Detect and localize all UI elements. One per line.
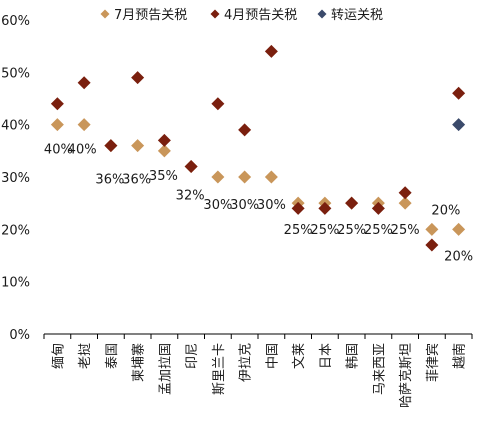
x-category-label: 菲律宾 [425,343,441,382]
point-series-0-1 [77,118,91,132]
x-category-label: 孟加拉国 [158,343,173,395]
point-series-1-2 [104,139,118,153]
y-tick-label: 40% [1,119,30,134]
point-series-0-6 [211,170,225,184]
x-category-label: 中国 [265,343,280,369]
x-category-label: 韩国 [346,343,361,369]
y-tick-label: 20% [1,223,30,238]
point-series-1-5 [184,160,198,174]
x-category-label: 文莱 [292,343,307,369]
point-series-1-10 [318,201,332,215]
y-axis: 0% 10% 20% 30% 40% 50% 60% [1,14,30,343]
point-series-2-15 [452,118,466,132]
point-series-0-4 [157,144,171,158]
point-series-1-14 [425,238,439,252]
legend-marker-2 [317,9,327,19]
data-labels: 40%40%36%36%35%32%30%30%30%25%25%25%25%2… [44,143,473,265]
legend-label-2: 转运关税 [331,8,383,23]
x-category-label: 马来西亚 [372,343,387,395]
data-label: 36% [95,173,124,188]
x-category-label: 泰国 [105,343,120,369]
x-category-label: 日本 [319,343,334,369]
point-series-0-7 [238,170,252,184]
x-category-label: 伊拉克 [239,343,254,382]
data-label: 20% [431,203,460,218]
point-series-1-7 [238,123,252,137]
data-label: 36% [122,173,151,188]
data-label: 25% [391,223,420,238]
point-series-1-15 [452,86,466,100]
x-category-label: 缅甸 [51,343,66,369]
data-label: 40% [44,143,73,158]
x-axis: 缅甸 老挝 泰国 柬埔寨 孟加拉国 印尼 斯里兰卡 伊拉克 中国 文莱 日本 韩国 马来西亚 哈萨克斯坦菲… [43,333,473,408]
y-tick-label: 0% [9,328,30,343]
point-series-1-11 [345,196,359,210]
x-category-label: 老挝 [78,343,93,369]
data-label: 25% [284,223,313,238]
y-tick-label: 50% [1,66,30,81]
point-series-1-3 [131,71,145,85]
point-series-0-14 [425,222,439,236]
data-label: 30% [230,198,259,213]
point-series-0-0 [50,118,64,132]
data-label: 25% [310,223,339,238]
data-label: 30% [257,198,286,213]
legend-marker-0 [100,9,110,19]
data-points [50,44,466,252]
x-category-label: 越南 [452,343,468,369]
x-category-label: 柬埔寨 [131,343,147,382]
data-label: 25% [337,223,366,238]
point-series-0-8 [264,170,278,184]
legend-label-0: 7月预告关税 [114,8,187,23]
point-series-0-13 [398,196,412,210]
y-tick-label: 10% [1,276,30,291]
data-label: 40% [68,143,97,158]
point-series-1-6 [211,97,225,111]
data-label: 25% [364,223,393,238]
legend-label-1: 4月预告关税 [224,8,297,23]
x-category-label: 斯里兰卡 [212,343,227,395]
point-series-1-4 [157,133,171,147]
legend-marker-1 [210,9,220,19]
data-label: 30% [203,198,232,213]
point-series-1-0 [50,97,64,111]
point-series-0-15 [452,222,466,236]
point-series-1-1 [77,76,91,90]
y-tick-label: 60% [1,14,30,29]
x-category-label: 哈萨克斯坦 [399,343,414,408]
point-series-1-8 [264,44,278,58]
point-series-1-9 [291,201,305,215]
point-series-0-3 [131,139,145,153]
point-series-1-13 [398,186,412,200]
y-tick-label: 30% [1,171,30,186]
point-series-1-12 [371,201,385,215]
legend: 7月预告关税 4月预告关税 转运关税 [100,8,383,23]
data-label: 32% [176,189,205,204]
x-category-label: 印尼 [185,343,200,369]
data-label: 20% [444,249,473,264]
data-label: 35% [149,169,178,184]
